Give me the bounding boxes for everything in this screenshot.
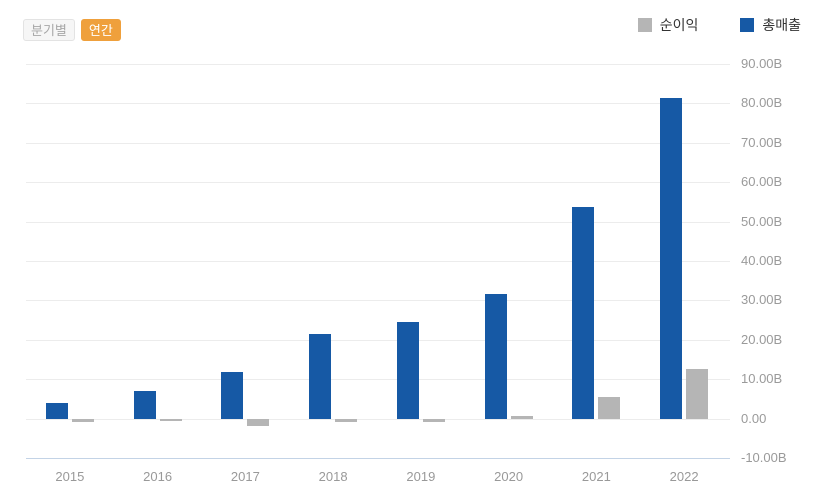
y-axis-label: 80.00B: [741, 95, 783, 111]
gridline: [26, 418, 730, 420]
gridline: [26, 182, 730, 184]
y-axis-label: 20.00B: [741, 331, 783, 347]
y-axis-label: 70.00B: [741, 134, 783, 150]
gridline: [26, 261, 730, 262]
x-axis-label: 2018: [318, 469, 348, 484]
quarterly-button[interactable]: 분기별: [23, 19, 75, 41]
total-revenue-bar-2017: [221, 372, 244, 419]
x-axis-label: 2019: [406, 469, 436, 484]
gridline: [26, 300, 730, 302]
y-axis-label: 30.00B: [741, 292, 783, 308]
net-income-bar-2015: [71, 418, 94, 423]
net-income-bar-2022: [686, 369, 709, 419]
legend-item-net-income[interactable]: 순이익: [637, 15, 699, 35]
x-axis-label: 2017: [230, 469, 260, 484]
total-revenue-bar-2022: [660, 97, 683, 419]
annual-button[interactable]: 연간: [80, 19, 121, 41]
y-axis-label: 0.00: [741, 410, 767, 426]
net-income-bar-2017: [247, 418, 270, 427]
total-revenue-bar-2019: [396, 321, 419, 419]
gridline: [26, 339, 730, 341]
x-axis-label: 2021: [581, 469, 611, 484]
period-toggle: 분기별 연간: [23, 19, 121, 41]
net-income-bar-2016: [159, 418, 182, 422]
legend: 순이익 총매출: [637, 15, 801, 35]
gridline: [26, 64, 730, 65]
total-revenue-bar-2015: [45, 402, 68, 419]
gridline: [26, 379, 730, 381]
net-income-bar-2019: [422, 418, 445, 422]
legend-item-total-revenue[interactable]: 총매출: [740, 15, 801, 35]
total-revenue-bar-2021: [572, 206, 595, 419]
x-axis-label: 2022: [669, 469, 699, 484]
total-revenue-bar-2018: [309, 334, 332, 419]
gridline: [26, 221, 730, 223]
y-axis-label: -10.00B: [741, 450, 787, 465]
net-income-swatch: [637, 18, 652, 32]
x-axis-label: 2016: [143, 469, 173, 484]
legend-label: 순이익: [659, 17, 699, 33]
y-axis-label: 40.00B: [741, 253, 783, 268]
x-axis-label: 2015: [55, 469, 85, 484]
total-revenue-bar-2016: [133, 391, 156, 419]
y-axis-label: 50.00B: [741, 213, 783, 229]
total-revenue-swatch: [740, 18, 755, 32]
net-income-bar-2021: [598, 396, 621, 419]
net-income-bar-2020: [510, 415, 533, 419]
x-axis-label: 2020: [494, 469, 524, 484]
y-axis-label: 90.00B: [741, 56, 783, 71]
net-income-bar-2018: [335, 418, 358, 423]
legend-label: 총매출: [762, 17, 801, 33]
gridline: [26, 103, 730, 105]
gridline: [26, 142, 730, 144]
total-revenue-bar-2020: [484, 294, 507, 419]
y-axis-label: 10.00B: [741, 371, 783, 387]
y-axis-label: 60.00B: [741, 174, 783, 190]
x-axis-line: [26, 458, 730, 459]
